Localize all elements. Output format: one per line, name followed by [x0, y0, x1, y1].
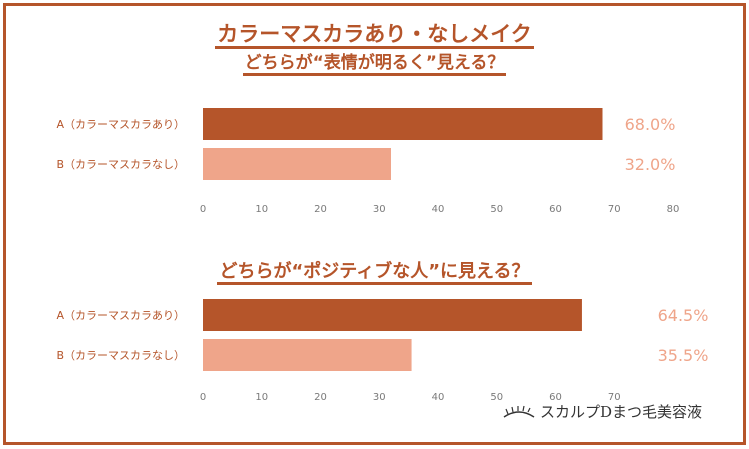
brand-logo: スカルプDまつ毛美容液	[502, 401, 702, 422]
chart2-tick-label-5: 50	[490, 392, 503, 403]
chart1-title-line1: カラーマスカラあり・なしメイク	[0, 18, 749, 49]
chart1-bar-1	[203, 148, 391, 180]
chart1-tick-label-5: 50	[490, 204, 503, 215]
chart1-category-label-1: B（カラーマスカラなし）	[56, 158, 185, 171]
chart1-tick-label-3: 30	[373, 204, 386, 215]
chart2-category-label-1: B（カラーマスカラなし）	[56, 349, 185, 362]
chart1-tick-label-6: 60	[549, 204, 562, 215]
chart2-tick-label-7: 70	[608, 392, 621, 403]
chart1-title-line2: どちらが“表情が明るく”見える？	[0, 48, 749, 76]
chart2-value-label-0: 64.5%	[658, 306, 709, 325]
chart1-tick-label-4: 40	[432, 204, 445, 215]
chart1-tick-label-8: 80	[667, 204, 680, 215]
chart2-tick-label-0: 0	[200, 392, 206, 403]
chart2-tick-label-4: 40	[432, 392, 445, 403]
chart2-tick-label-6: 60	[549, 392, 562, 403]
chart1-tick-label-0: 0	[200, 204, 206, 215]
chart2-bar-0	[203, 299, 582, 331]
chart1-value-label-1: 32.0%	[625, 155, 676, 174]
chart2-title: どちらが“ポジティブな人”に見える？	[0, 257, 749, 285]
chart1-tick-label-7: 70	[608, 204, 621, 215]
chart1-bar-0	[203, 108, 603, 140]
chart2-category-label-0: A（カラーマスカラあり）	[56, 309, 185, 322]
chart2-value-label-1: 35.5%	[658, 346, 709, 365]
chart2-tick-label-1: 10	[255, 392, 268, 403]
chart-frame	[3, 3, 746, 445]
chart2-bar-1	[203, 339, 412, 371]
chart1-tick-label-2: 20	[314, 204, 327, 215]
chart1-tick-label-1: 10	[255, 204, 268, 215]
chart1-value-label-0: 68.0%	[625, 115, 676, 134]
chart1-category-label-0: A（カラーマスカラあり）	[56, 118, 185, 131]
eyelash-icon	[503, 405, 535, 418]
chart2-tick-label-3: 30	[373, 392, 386, 403]
chart2-tick-label-2: 20	[314, 392, 327, 403]
brand-name: スカルプDまつ毛美容液	[540, 403, 703, 421]
